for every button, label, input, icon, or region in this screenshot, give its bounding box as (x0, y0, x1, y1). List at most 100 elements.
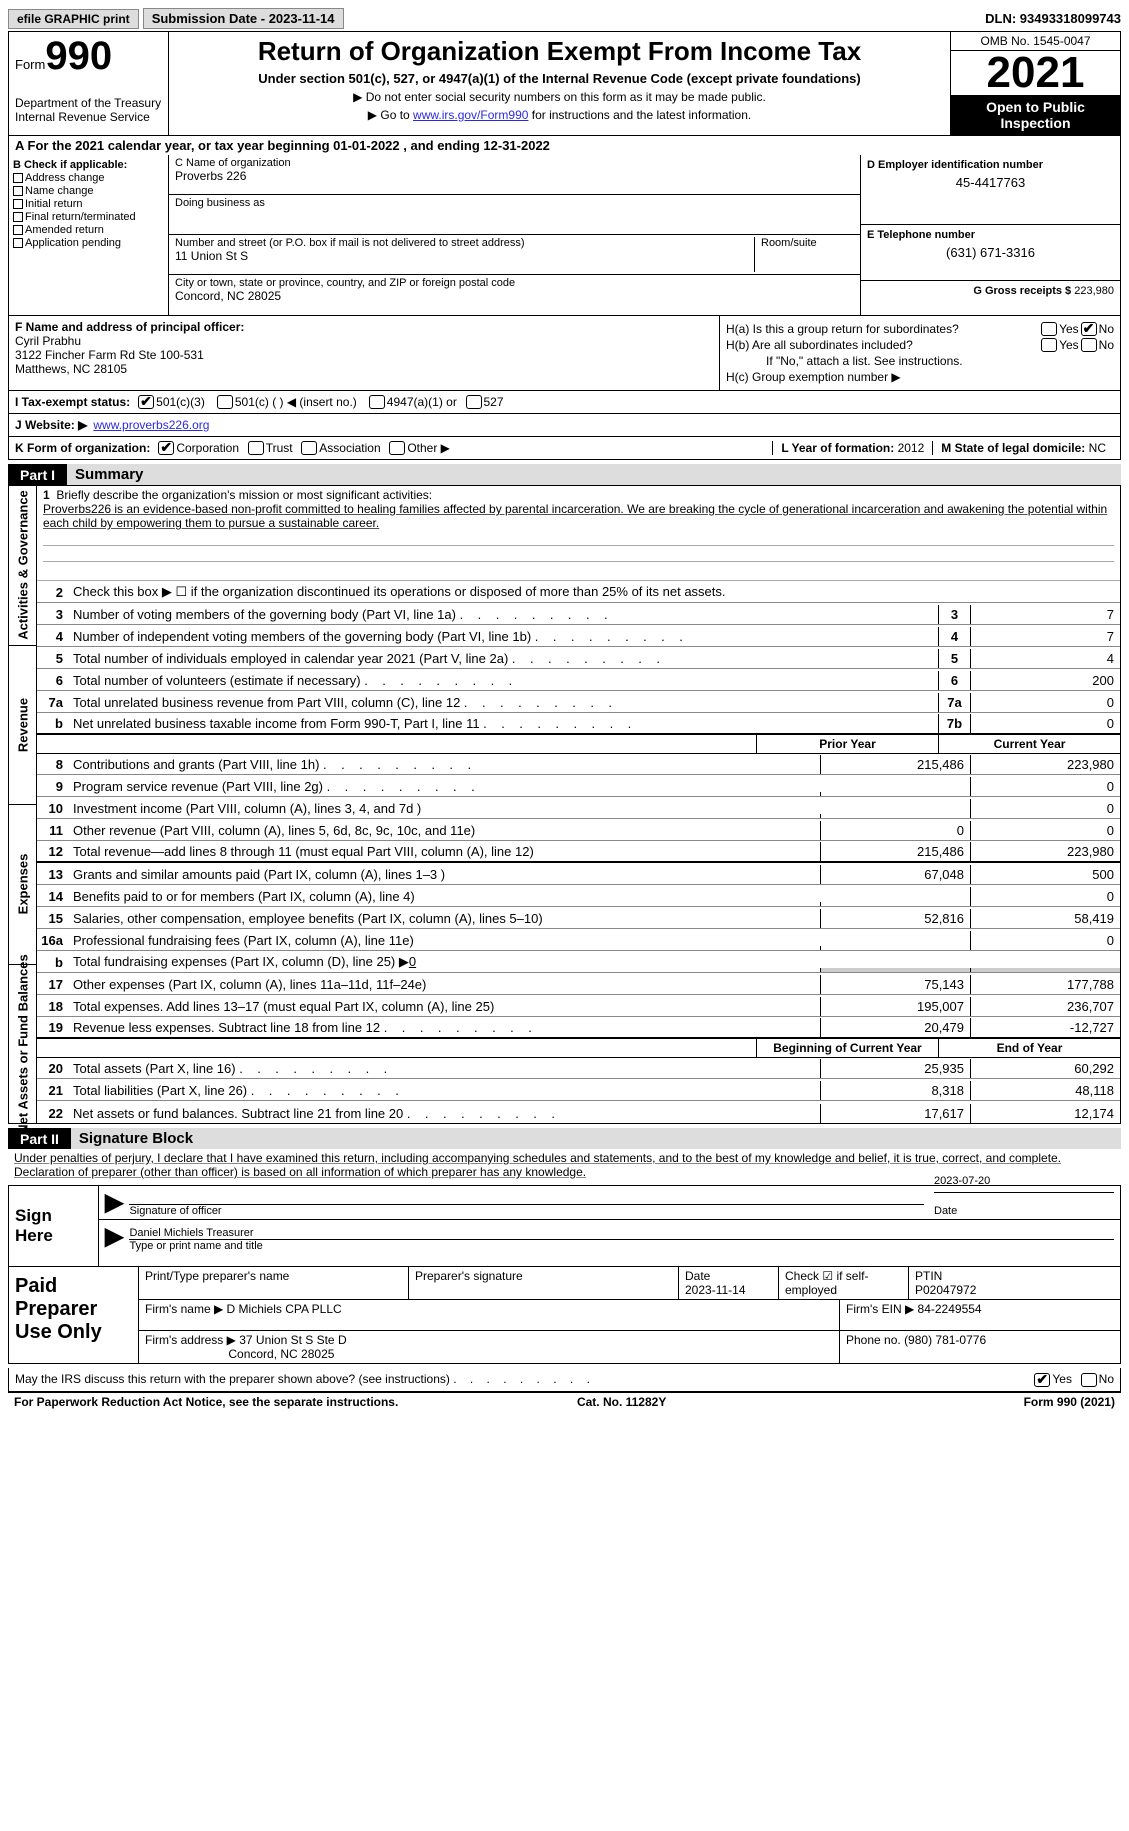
sign-date: 2023-07-20 (934, 1175, 1114, 1187)
tab-net-assets: Net Assets or Fund Balances (15, 954, 30, 1133)
checkbox[interactable] (248, 441, 264, 455)
tax-year: 2021 (951, 51, 1120, 95)
checkbox[interactable] (301, 441, 317, 455)
checkbox-no[interactable] (1081, 1373, 1097, 1387)
state-domicile: NC (1089, 441, 1106, 455)
end-year-hdr: End of Year (938, 1039, 1120, 1057)
firm-addr1: 37 Union St S Ste D (239, 1333, 346, 1347)
irs-link[interactable]: www.irs.gov/Form990 (413, 108, 528, 122)
form-note1: ▶ Do not enter social security numbers o… (173, 90, 946, 104)
line-16a: Professional fundraising fees (Part IX, … (69, 931, 820, 950)
line-1-label: Briefly describe the organization's miss… (56, 488, 432, 502)
paid-preparer-label: Paid Preparer Use Only (9, 1267, 139, 1363)
line-19: Revenue less expenses. Subtract line 18 … (69, 1018, 820, 1037)
paperwork-notice: For Paperwork Reduction Act Notice, see … (14, 1395, 398, 1409)
checkbox[interactable] (13, 173, 23, 183)
checkbox[interactable] (217, 395, 233, 409)
line-4: Number of independent voting members of … (69, 627, 938, 646)
sign-here-label: Sign Here (9, 1186, 99, 1266)
city-state-zip: Concord, NC 28025 (175, 289, 854, 303)
checkbox[interactable] (13, 238, 23, 248)
gross-receipts-value: 223,980 (1074, 285, 1114, 297)
val-7a: 0 (970, 693, 1120, 712)
addr-label: Number and street (or P.O. box if mail i… (175, 237, 754, 249)
discuss-question: May the IRS discuss this return with the… (15, 1372, 450, 1387)
section-h: H(a) Is this a group return for subordin… (720, 316, 1120, 390)
checkbox-yes[interactable] (1041, 322, 1057, 336)
val-4: 7 (970, 627, 1120, 646)
ein-label: D Employer identification number (867, 159, 1114, 171)
officer-name: Cyril Prabhu (15, 334, 713, 348)
checkbox[interactable] (13, 212, 23, 222)
line-7b: Net unrelated business taxable income fr… (69, 714, 938, 733)
section-i: I Tax-exempt status: 501(c)(3) 501(c) ( … (8, 391, 1121, 414)
ptin: P02047972 (915, 1283, 976, 1297)
checkbox-no[interactable] (1081, 322, 1097, 336)
line-2: Check this box ▶ ☐ if the organization d… (69, 582, 1120, 602)
form-footer: Form 990 (2021) (1024, 1395, 1115, 1409)
line-14: Benefits paid to or for members (Part IX… (69, 887, 820, 906)
line-18: Total expenses. Add lines 13–17 (must eq… (69, 997, 820, 1016)
checkbox[interactable] (389, 441, 405, 455)
dba-label: Doing business as (175, 197, 854, 209)
checkbox-yes[interactable] (1041, 338, 1057, 352)
checkbox-no[interactable] (1081, 338, 1097, 352)
section-f: F Name and address of principal officer:… (9, 316, 720, 390)
street-address: 11 Union St S (175, 249, 754, 263)
checkbox[interactable] (13, 199, 23, 209)
line-9: Program service revenue (Part VIII, line… (69, 777, 820, 796)
dept-label: Department of the Treasury Internal Reve… (15, 96, 162, 124)
part-2-header: Part II Signature Block (8, 1128, 1121, 1149)
section-b: B Check if applicable: Address change Na… (9, 155, 169, 315)
ein-value: 45-4417763 (867, 175, 1114, 190)
section-j: J Website: ▶ www.proverbs226.org (8, 414, 1121, 437)
preparer-sig-label: Preparer's signature (409, 1267, 679, 1299)
phone-value: (631) 671-3316 (867, 245, 1114, 260)
gross-receipts-label: G Gross receipts $ (973, 285, 1071, 297)
val-3: 7 (970, 605, 1120, 624)
line-20: Total assets (Part X, line 16) (69, 1059, 820, 1078)
form-title: Return of Organization Exempt From Incom… (173, 36, 946, 67)
checkbox[interactable] (466, 395, 482, 409)
firm-phone: (980) 781-0776 (904, 1333, 986, 1347)
officer-addr2: Matthews, NC 28105 (15, 362, 713, 376)
arrow-icon: ▶ (105, 1222, 123, 1252)
signature-line: Signature of officer (129, 1204, 924, 1217)
website-link[interactable]: www.proverbs226.org (93, 418, 209, 432)
line-13: Grants and similar amounts paid (Part IX… (69, 865, 820, 884)
efile-button[interactable]: efile GRAPHIC print (8, 9, 139, 29)
section-k: K Form of organization: Corporation Trus… (8, 437, 1121, 460)
checkbox-yes[interactable] (1034, 1373, 1050, 1387)
arrow-icon: ▶ (105, 1188, 123, 1217)
firm-ein: 84-2249554 (918, 1302, 982, 1316)
checkbox[interactable] (138, 395, 154, 409)
self-employed-check: Check ☑ if self-employed (779, 1267, 909, 1299)
line-11: Other revenue (Part VIII, column (A), li… (69, 821, 820, 840)
line-16b: Total fundraising expenses (Part IX, col… (69, 952, 820, 972)
form-number: 990 (45, 34, 112, 78)
prior-year-hdr: Prior Year (756, 735, 938, 753)
calendar-year-line: A For the 2021 calendar year, or tax yea… (8, 136, 1121, 155)
form-label: Form (15, 57, 45, 72)
phone-label: E Telephone number (867, 229, 1114, 241)
checkbox[interactable] (369, 395, 385, 409)
checkbox[interactable] (13, 225, 23, 235)
year-formation: 2012 (898, 441, 925, 455)
checkbox[interactable] (158, 441, 174, 455)
begin-year-hdr: Beginning of Current Year (756, 1039, 938, 1057)
part-1-header: Part I Summary (8, 464, 1121, 485)
line-10: Investment income (Part VIII, column (A)… (69, 799, 820, 818)
room-label: Room/suite (761, 237, 854, 249)
city-label: City or town, state or province, country… (175, 277, 854, 289)
line-17: Other expenses (Part IX, column (A), lin… (69, 975, 820, 994)
line-22: Net assets or fund balances. Subtract li… (69, 1104, 820, 1123)
tab-revenue: Revenue (15, 698, 30, 752)
tab-activities: Activities & Governance (15, 490, 30, 640)
line-3: Number of voting members of the governin… (69, 605, 938, 624)
submission-date: Submission Date - 2023-11-14 (143, 8, 344, 29)
form-note2: ▶ Go to www.irs.gov/Form990 for instruct… (173, 108, 946, 122)
current-year-hdr: Current Year (938, 735, 1120, 753)
line-12: Total revenue—add lines 8 through 11 (mu… (69, 842, 820, 861)
checkbox[interactable] (13, 186, 23, 196)
open-inspection: Open to Public Inspection (951, 95, 1120, 135)
